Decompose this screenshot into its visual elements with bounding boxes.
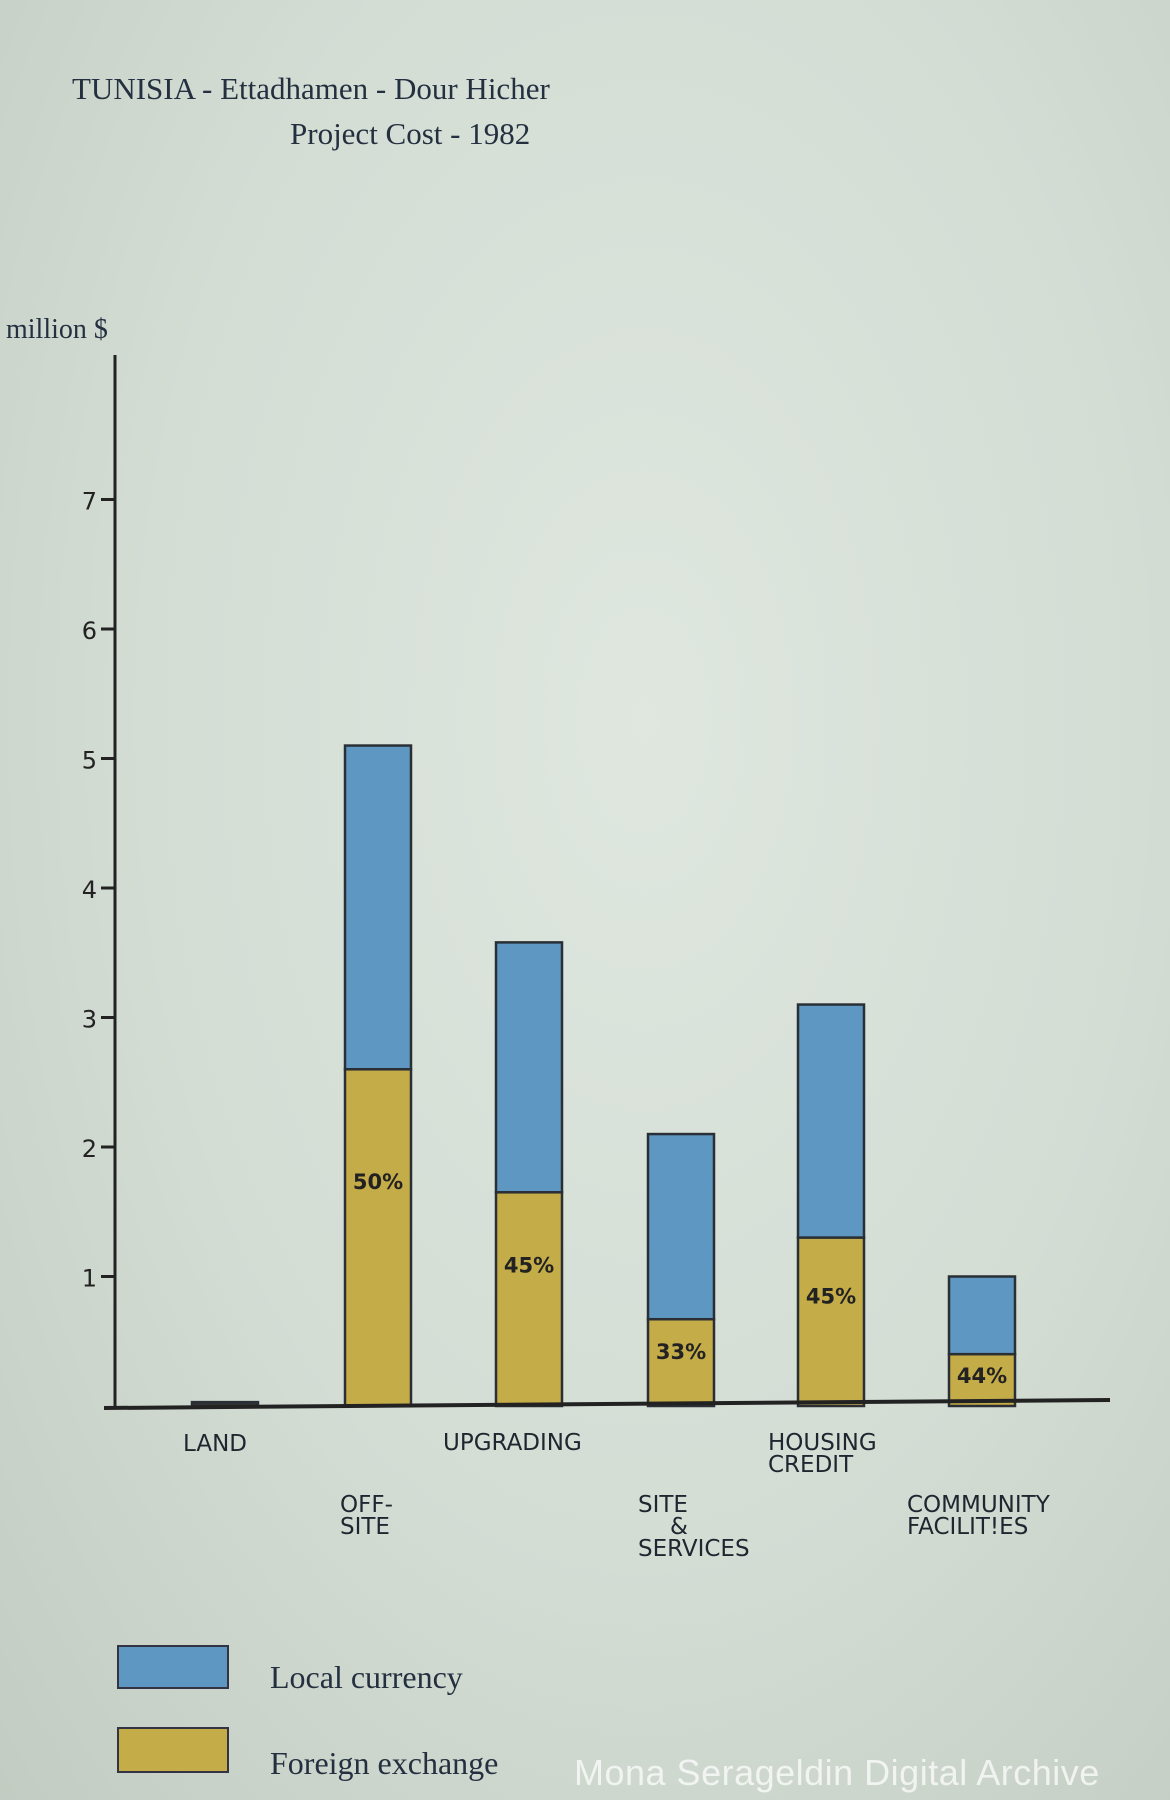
y-axis-ticks: 1 2 3 4 5 6 7 bbox=[82, 488, 115, 1293]
legend-swatch-foreign-exchange bbox=[117, 1727, 229, 1773]
watermark: Mona Serageldin Digital Archive bbox=[574, 1752, 1100, 1793]
y-tick-label: 4 bbox=[82, 876, 97, 904]
x-axis-labels: LAND OFF-SITE UPGRADING SITE & SERVICES HOUSIN… bbox=[183, 1430, 1051, 1562]
bar-percent-label: 33% bbox=[656, 1340, 706, 1364]
bar-local-currency bbox=[343, 744, 413, 1071]
x-category-label: OFF-SITE bbox=[340, 1492, 393, 1540]
y-tick-label: 6 bbox=[82, 617, 97, 645]
bar-foreign-exchange bbox=[343, 1068, 413, 1408]
x-axis-line bbox=[103, 1398, 1111, 1410]
y-tick-label: 2 bbox=[82, 1135, 97, 1163]
y-axis-label: million $ bbox=[6, 314, 108, 345]
percent-labels: 50% 45% 33% 45% 44% bbox=[353, 1170, 1007, 1388]
bar-foreign-exchange bbox=[947, 1352, 1017, 1408]
y-tick-label: 3 bbox=[82, 1006, 97, 1034]
chart-title-line1: TUNISIA - Ettadhamen - Dour Hicher bbox=[72, 71, 550, 106]
x-category-label: HOUSING CREDIT bbox=[768, 1430, 877, 1478]
legend-swatch-local-currency bbox=[117, 1645, 229, 1689]
bar-percent-label: 50% bbox=[353, 1170, 403, 1194]
chart-title-line2: Project Cost - 1982 bbox=[290, 116, 530, 151]
y-tick-label: 5 bbox=[82, 747, 97, 775]
bar-foreign-exchange bbox=[796, 1236, 866, 1408]
bars bbox=[190, 744, 1017, 1408]
x-category-label: LAND bbox=[183, 1431, 247, 1457]
bar-percent-label: 45% bbox=[806, 1285, 856, 1309]
y-tick-label: 7 bbox=[82, 488, 97, 516]
title: TUNISIA - Ettadhamen - Dour Hicher Proje… bbox=[72, 71, 550, 151]
x-category-label: SITE & SERVICES bbox=[638, 1492, 750, 1562]
bar-percent-label: 45% bbox=[504, 1254, 554, 1278]
x-category-label: UPGRADING bbox=[443, 1430, 582, 1456]
x-category-label: COMMUNITY FACILIT!ES bbox=[907, 1492, 1051, 1540]
bar-percent-label: 44% bbox=[957, 1364, 1007, 1388]
bar-local-currency bbox=[947, 1275, 1017, 1356]
y-tick-label: 1 bbox=[82, 1265, 97, 1293]
bar-local-currency bbox=[646, 1132, 716, 1321]
bar-foreign-exchange bbox=[494, 1191, 564, 1408]
bar-local-currency bbox=[494, 941, 564, 1194]
legend-label-local-currency: Local currency bbox=[270, 1659, 463, 1695]
bar-foreign-exchange bbox=[646, 1317, 716, 1408]
bar-local-currency bbox=[796, 1003, 866, 1239]
legend-label-foreign-exchange: Foreign exchange bbox=[270, 1745, 498, 1781]
legend: Local currency Foreign exchange bbox=[117, 1645, 498, 1781]
